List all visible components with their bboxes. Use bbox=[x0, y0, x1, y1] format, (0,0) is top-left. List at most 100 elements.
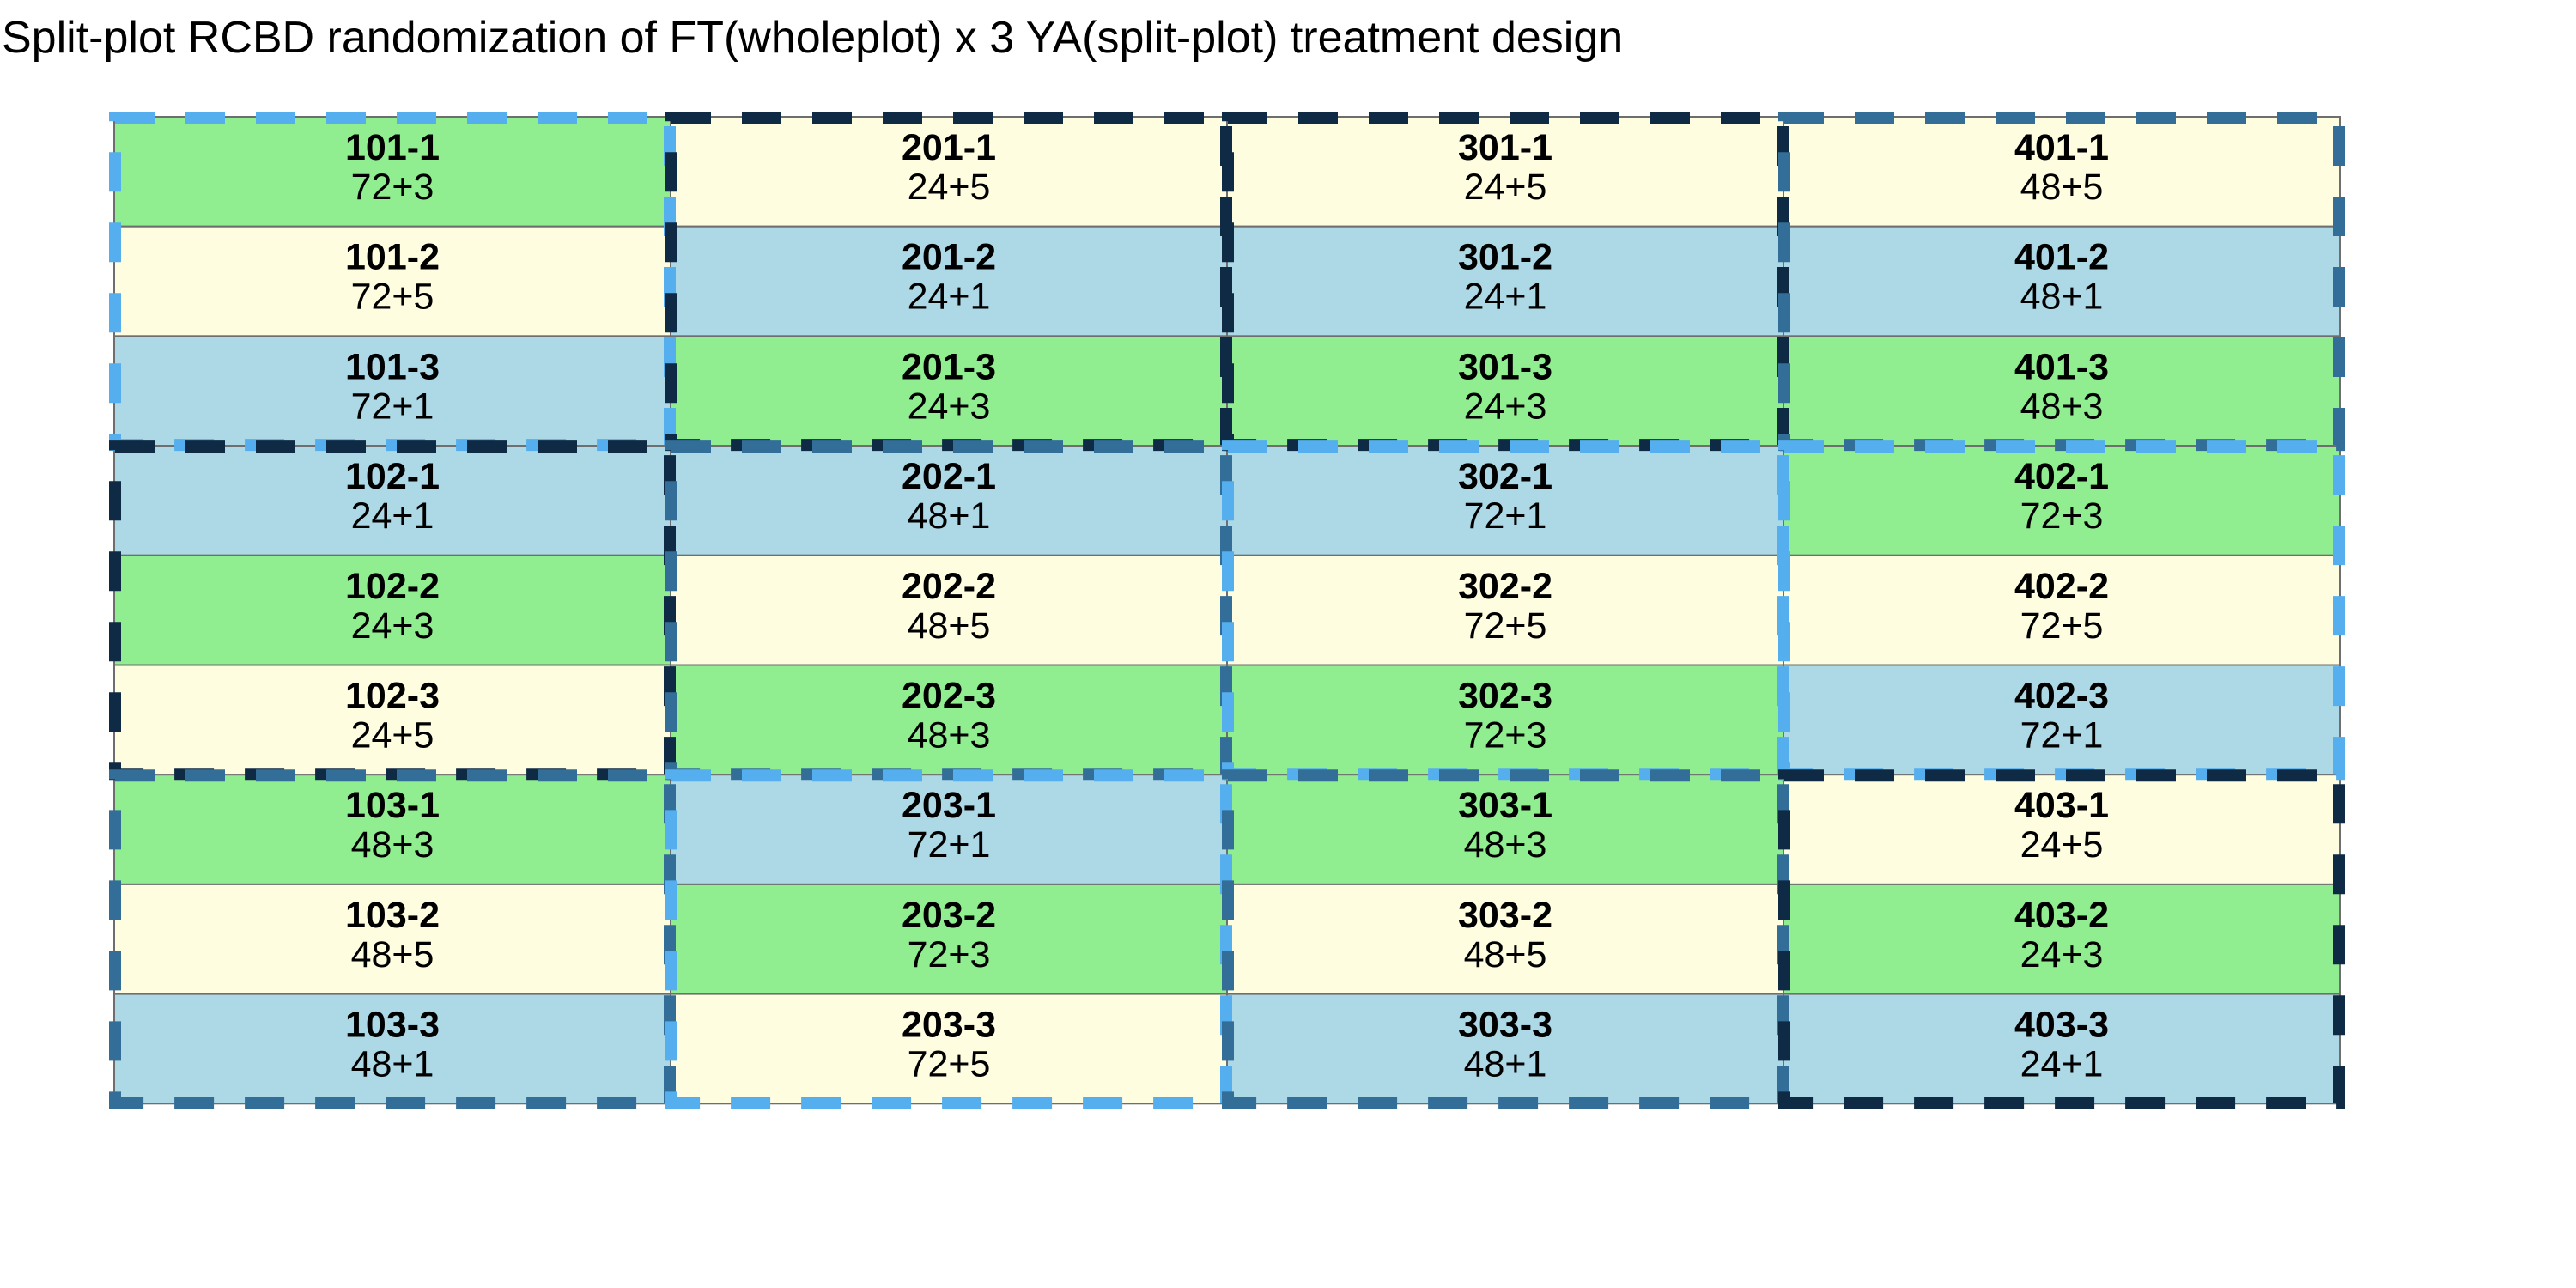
plot-treatment-label: 24+3 bbox=[908, 386, 991, 427]
plot-treatment-label: 48+1 bbox=[351, 1044, 434, 1085]
plot-cell-101-3 bbox=[113, 335, 671, 447]
plot-treatment-label: 48+1 bbox=[1464, 1044, 1547, 1085]
plot-treatment-label: 24+3 bbox=[2020, 934, 2104, 975]
plot-id-label: 401-1 bbox=[2014, 127, 2109, 168]
wholeplot-border-402 bbox=[1778, 440, 2345, 781]
plot-id-label: 403-3 bbox=[2014, 1005, 2109, 1046]
plot-id-label: 102-1 bbox=[345, 456, 440, 497]
diagram-title: Split-plot RCBD randomization of FT(whol… bbox=[2, 13, 1624, 63]
plot-id-label: 401-2 bbox=[2014, 237, 2109, 278]
plot-cell-202-1 bbox=[670, 445, 1228, 556]
wholeplot-border-302 bbox=[1222, 440, 1789, 781]
plot-id-label: 201-1 bbox=[902, 127, 996, 168]
plot-treatment-label: 72+1 bbox=[351, 386, 434, 427]
wholeplot-border-301 bbox=[1222, 112, 1789, 452]
plot-cell-403-3 bbox=[1783, 993, 2341, 1105]
plot-cell-401-2 bbox=[1783, 225, 2341, 337]
plot-treatment-label: 24+1 bbox=[2020, 1044, 2104, 1085]
plot-cell-203-3 bbox=[670, 993, 1228, 1105]
plot-id-label: 301-3 bbox=[1458, 346, 1552, 387]
plot-treatment-label: 48+5 bbox=[2020, 167, 2104, 208]
wholeplot-border-201 bbox=[665, 112, 1232, 452]
wholeplot-border-203 bbox=[665, 769, 1232, 1109]
plot-treatment-label: 24+1 bbox=[908, 276, 991, 318]
plot-id-label: 103-3 bbox=[345, 1005, 440, 1046]
plot-cell-303-1 bbox=[1226, 774, 1784, 885]
plot-treatment-label: 72+5 bbox=[908, 1044, 991, 1085]
plot-cell-303-2 bbox=[1226, 883, 1784, 995]
plot-treatment-label: 24+5 bbox=[2020, 824, 2104, 866]
plot-id-label: 101-3 bbox=[345, 346, 440, 387]
plot-cell-201-3 bbox=[670, 335, 1228, 447]
wholeplot-border-401 bbox=[1778, 112, 2345, 452]
plot-cell-402-1 bbox=[1783, 445, 2341, 556]
cells-layer bbox=[113, 116, 2341, 1105]
plot-cell-301-2 bbox=[1226, 225, 1784, 337]
plot-treatment-label: 48+3 bbox=[351, 824, 434, 866]
plot-id-label: 103-1 bbox=[345, 785, 440, 826]
plot-id-label: 201-2 bbox=[902, 237, 996, 278]
plot-treatment-label: 48+5 bbox=[1464, 934, 1547, 975]
plot-cell-101-1 bbox=[113, 116, 671, 228]
plot-treatment-label: 24+3 bbox=[351, 605, 434, 647]
plot-treatment-label: 24+1 bbox=[351, 495, 434, 537]
plot-id-label: 302-3 bbox=[1458, 676, 1552, 717]
plot-id-label: 403-2 bbox=[2014, 895, 2109, 936]
wholeplot-border-103 bbox=[109, 769, 676, 1109]
wholeplot-border-101 bbox=[109, 112, 676, 452]
plot-treatment-label: 24+3 bbox=[1464, 386, 1547, 427]
plot-cell-402-3 bbox=[1783, 664, 2341, 776]
plot-treatment-label: 24+5 bbox=[1464, 167, 1547, 208]
plot-id-label: 101-2 bbox=[345, 237, 440, 278]
plot-treatment-label: 72+1 bbox=[1464, 495, 1547, 537]
plot-id-label: 202-2 bbox=[902, 566, 996, 607]
plot-treatment-label: 72+1 bbox=[2020, 715, 2104, 756]
plot-cell-203-2 bbox=[670, 883, 1228, 995]
plot-treatment-label: 48+1 bbox=[908, 495, 991, 537]
plot-id-label: 203-3 bbox=[902, 1005, 996, 1046]
plot-id-label: 203-1 bbox=[902, 785, 996, 826]
plot-cell-403-1 bbox=[1783, 774, 2341, 885]
plot-id-label: 203-2 bbox=[902, 895, 996, 936]
plot-treatment-label: 72+3 bbox=[2020, 495, 2104, 537]
wholeplot-border-102 bbox=[109, 440, 676, 781]
plot-id-label: 402-3 bbox=[2014, 676, 2109, 717]
plot-treatment-label: 72+3 bbox=[351, 167, 434, 208]
plot-treatment-label: 24+5 bbox=[351, 715, 434, 756]
plot-cell-401-3 bbox=[1783, 335, 2341, 447]
wholeplot-border-202 bbox=[665, 440, 1232, 781]
wholeplot-border-403 bbox=[1778, 769, 2345, 1109]
plot-id-label: 301-2 bbox=[1458, 237, 1552, 278]
plot-id-label: 102-2 bbox=[345, 566, 440, 607]
plot-cell-103-1 bbox=[113, 774, 671, 885]
plot-cell-202-3 bbox=[670, 664, 1228, 776]
plot-treatment-label: 72+3 bbox=[1464, 715, 1547, 756]
plot-treatment-label: 48+5 bbox=[351, 934, 434, 975]
wholeplot-border-303 bbox=[1222, 769, 1789, 1109]
plot-treatment-label: 48+3 bbox=[1464, 824, 1547, 866]
plot-treatment-label: 72+5 bbox=[1464, 605, 1547, 647]
plot-cell-403-2 bbox=[1783, 883, 2341, 995]
plot-id-label: 301-1 bbox=[1458, 127, 1552, 168]
wholeplot-borders-layer bbox=[109, 112, 2345, 1109]
plot-treatment-label: 48+3 bbox=[2020, 386, 2104, 427]
plot-cell-301-3 bbox=[1226, 335, 1784, 447]
plot-treatment-label: 48+3 bbox=[908, 715, 991, 756]
plot-treatment-label: 72+3 bbox=[908, 934, 991, 975]
plot-id-label: 103-2 bbox=[345, 895, 440, 936]
plot-id-label: 101-1 bbox=[345, 127, 440, 168]
plot-id-label: 402-1 bbox=[2014, 456, 2109, 497]
plot-id-label: 302-2 bbox=[1458, 566, 1552, 607]
plot-treatment-label: 72+5 bbox=[351, 276, 434, 318]
plot-cell-301-1 bbox=[1226, 116, 1784, 228]
plot-id-label: 403-1 bbox=[2014, 785, 2109, 826]
plot-cell-302-3 bbox=[1226, 664, 1784, 776]
plot-id-label: 201-3 bbox=[902, 346, 996, 387]
plot-treatment-label: 72+5 bbox=[2020, 605, 2104, 647]
plot-id-label: 202-1 bbox=[902, 456, 996, 497]
plot-id-label: 303-1 bbox=[1458, 785, 1552, 826]
plot-cell-101-2 bbox=[113, 225, 671, 337]
plot-cell-102-1 bbox=[113, 445, 671, 556]
plot-treatment-label: 24+1 bbox=[1464, 276, 1547, 318]
